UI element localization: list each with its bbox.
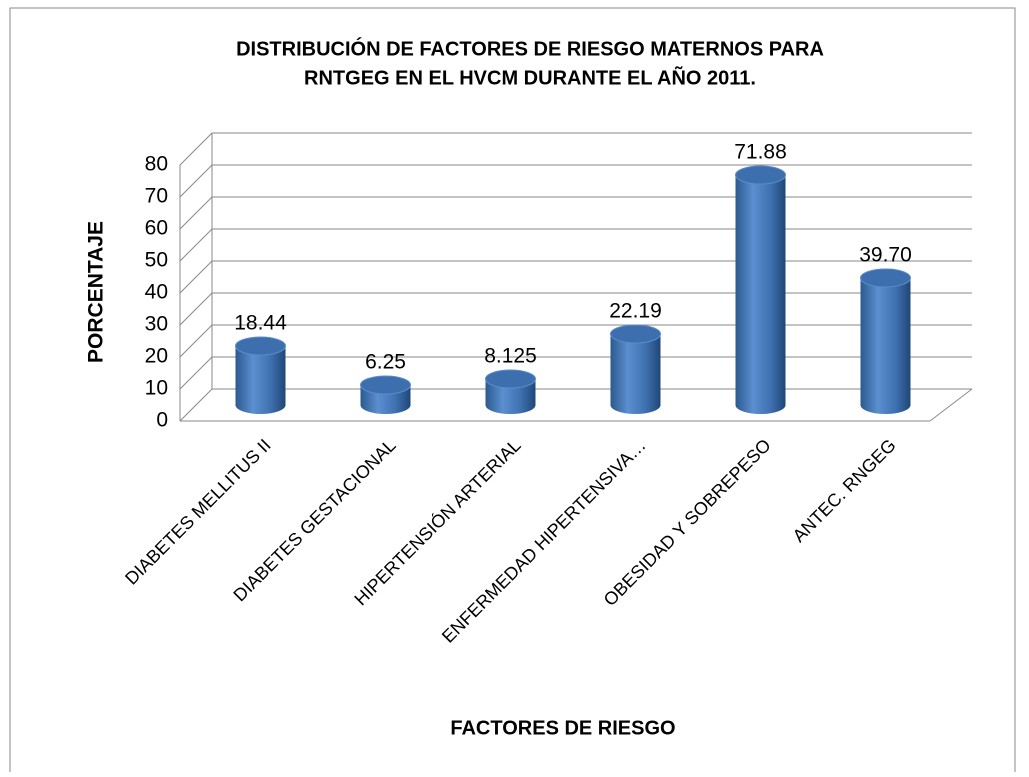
x-axis-title: FACTORES DE RIESGO: [450, 717, 675, 739]
y-axis-title: PORCENTAJE: [85, 221, 108, 363]
grid-line: [179, 228, 972, 262]
value-label: 71.88: [734, 141, 787, 164]
y-tick-label: 0: [156, 409, 168, 432]
grid-line: [179, 388, 972, 422]
y-tick-label: 40: [145, 281, 168, 304]
x-tick-label: ENFERMEDAD HIPERTENSIVA…: [438, 435, 650, 647]
bar-body: [735, 174, 786, 414]
chart-title: RNTGEG EN EL HVCM DURANTE EL AÑO 2011.: [304, 66, 756, 89]
x-tick-label: ANTEC. RNGEG: [789, 435, 900, 546]
grid-line: [179, 324, 972, 358]
chart-title: DISTRIBUCIÓN DE FACTORES DE RIESGO MATER…: [236, 36, 824, 60]
y-tick-label: 20: [145, 345, 168, 368]
y-tick-label: 10: [145, 377, 168, 400]
bar-top: [360, 375, 411, 395]
value-label: 8.125: [484, 345, 537, 368]
y-tick-label: 30: [145, 313, 168, 336]
bar-body: [610, 333, 661, 414]
y-tick-label: 80: [145, 153, 168, 176]
bar: [360, 375, 411, 414]
bar-top: [485, 369, 536, 389]
bar-top: [860, 268, 911, 288]
bar-top: [610, 324, 661, 344]
bar-body: [860, 277, 911, 414]
bar: [485, 369, 536, 414]
value-label: 6.25: [365, 351, 406, 374]
bar-top: [235, 336, 286, 356]
value-label: 22.19: [609, 300, 662, 323]
value-label: 39.70: [859, 244, 912, 267]
grid-line: [179, 132, 972, 166]
x-tick-label: DIABETES MELLITUS II: [121, 435, 274, 588]
bar-body: [485, 379, 536, 414]
bar-top: [735, 165, 786, 185]
bar: [235, 336, 286, 414]
bar: [735, 165, 786, 414]
grid-line: [179, 260, 972, 294]
grid-line: [179, 356, 972, 390]
bar: [610, 324, 661, 414]
grid-line: [179, 196, 972, 230]
grid-line: [179, 292, 972, 326]
y-tick-label: 60: [145, 217, 168, 240]
bar: [860, 268, 911, 414]
bar-body: [235, 345, 286, 414]
chart-frame: [9, 7, 1016, 777]
value-label: 18.44: [234, 312, 287, 335]
y-tick-label: 50: [145, 249, 168, 272]
floor-line: [929, 388, 973, 422]
grid-line: [179, 164, 972, 198]
y-tick-label: 70: [145, 185, 168, 208]
